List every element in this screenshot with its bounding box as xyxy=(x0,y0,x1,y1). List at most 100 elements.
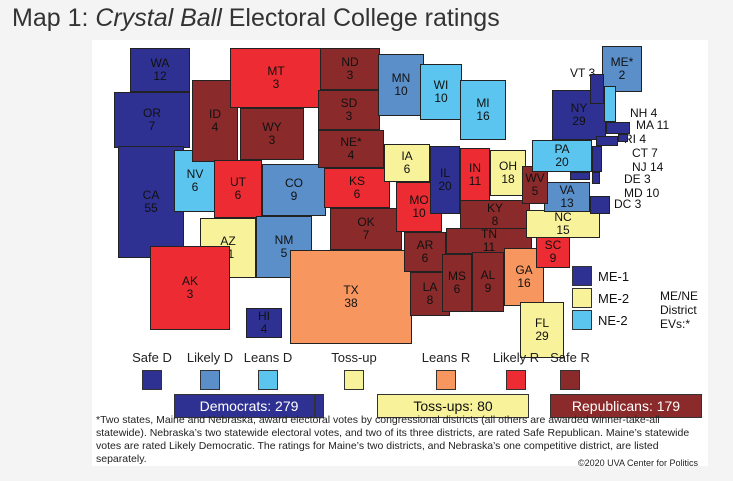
state-label: NJ 14 xyxy=(632,160,664,174)
state-label: PA 20 xyxy=(554,142,570,169)
state-label: UT 6 xyxy=(230,175,246,202)
state-pa[interactable]: PA 20 xyxy=(532,140,592,172)
legend-label-leans_d: Leans D xyxy=(243,350,293,365)
district-swatch-ne-2 xyxy=(572,310,592,330)
legend-label-likely_d: Likely D xyxy=(186,350,234,365)
district-swatch-me-2 xyxy=(572,288,592,308)
state-ia[interactable]: IA 6 xyxy=(384,144,430,182)
state-mi[interactable]: MI 16 xyxy=(460,80,506,140)
state-ct[interactable] xyxy=(596,136,618,146)
legend-swatch-safe_d xyxy=(142,370,162,390)
legend-swatch-likely_d xyxy=(200,370,220,390)
state-nc[interactable]: NC 15 xyxy=(526,210,600,238)
legend-swatch-likely_r xyxy=(506,370,526,390)
state-wi[interactable]: WI 10 xyxy=(420,64,462,120)
legend-swatch-leans_d xyxy=(258,370,278,390)
footnote: *Two states, Maine and Nebraska, award e… xyxy=(96,414,690,465)
state-label: NE* 4 xyxy=(340,135,362,162)
district-swatch-me-1 xyxy=(572,266,592,286)
state-label: NH 4 xyxy=(630,106,658,120)
district-legend-title: ME/NE District EVs:* xyxy=(660,289,699,331)
state-vt[interactable] xyxy=(590,74,604,104)
state-label: OH 18 xyxy=(499,159,517,186)
state-fl[interactable]: FL 29 xyxy=(520,302,564,358)
state-label: DE 3 xyxy=(624,172,651,186)
state-label: WA 12 xyxy=(150,56,170,83)
state-label: ID 4 xyxy=(209,107,221,134)
page-title: Map 1: Crystal Ball Electoral College ra… xyxy=(12,4,500,33)
state-ca[interactable]: CA 55 xyxy=(118,146,184,258)
state-al[interactable]: AL 9 xyxy=(472,252,504,312)
legend-label-safe_d: Safe D xyxy=(132,350,172,365)
district-label: ME-1 xyxy=(598,269,630,284)
tossups-total: Toss-ups: 80 xyxy=(377,394,529,418)
state-ut[interactable]: UT 6 xyxy=(214,160,262,218)
state-label: TX 38 xyxy=(343,283,359,310)
state-label: MS 6 xyxy=(448,269,466,296)
state-ak[interactable]: AK 3 xyxy=(150,246,230,330)
map-card: ME/NE District EVs:* Democrats: 279 Toss… xyxy=(92,40,708,468)
state-de[interactable] xyxy=(592,172,600,184)
state-wy[interactable]: WY 3 xyxy=(240,108,304,160)
state-label: MA 11 xyxy=(636,118,670,132)
legend-label-likely_r: Likely R xyxy=(492,350,540,365)
state-dc[interactable] xyxy=(590,196,610,214)
state-label: NC 15 xyxy=(554,210,572,237)
state-or[interactable]: OR 7 xyxy=(114,92,190,148)
state-ok[interactable]: OK 7 xyxy=(330,208,402,250)
state-il[interactable]: IL 20 xyxy=(430,146,460,214)
state-label: KY 8 xyxy=(486,201,503,228)
state-label: TN 11 xyxy=(481,227,497,254)
state-ms[interactable]: MS 6 xyxy=(442,254,472,312)
title-suffix: Electoral College ratings xyxy=(221,4,500,32)
state-label: MT 3 xyxy=(267,64,285,91)
state-va[interactable]: VA 13 xyxy=(544,182,590,212)
state-label: CT 7 xyxy=(632,146,658,160)
state-ks[interactable]: KS 6 xyxy=(324,168,390,208)
state-mn[interactable]: MN 10 xyxy=(378,54,424,116)
state-ky[interactable]: KY 8 xyxy=(460,200,530,230)
legend-label-toss_up: Toss-up xyxy=(331,350,377,365)
copyright: ©2020 UVA Center for Politics xyxy=(577,458,698,468)
state-label: IA 6 xyxy=(401,149,413,176)
state-label: IL 20 xyxy=(438,166,452,193)
state-label: FL 29 xyxy=(534,316,549,343)
state-wv[interactable]: WV 5 xyxy=(522,166,548,204)
state-ri[interactable] xyxy=(618,134,628,142)
state-label: OK 7 xyxy=(357,215,375,242)
legend-swatch-leans_r xyxy=(436,370,456,390)
state-label: GA 16 xyxy=(515,263,533,290)
state-co[interactable]: CO 9 xyxy=(262,164,326,216)
state-label: MN 10 xyxy=(391,71,411,98)
state-nj[interactable] xyxy=(592,146,602,172)
state-label: NM 5 xyxy=(274,233,294,260)
state-label: VT 3 xyxy=(570,66,596,80)
republicans-total: Republicans: 179 xyxy=(550,394,702,418)
state-hi[interactable]: HI 4 xyxy=(246,308,282,338)
state-sc[interactable]: SC 9 xyxy=(536,236,570,268)
state-label: IN 11 xyxy=(468,161,482,188)
state-wa[interactable]: WA 12 xyxy=(130,48,190,92)
state-label: WY 3 xyxy=(262,120,282,147)
state-in[interactable]: IN 11 xyxy=(460,148,490,202)
state-md[interactable] xyxy=(570,172,590,180)
state-label: ND 3 xyxy=(341,55,359,82)
state-ar[interactable]: AR 6 xyxy=(404,232,446,272)
state-label: OR 7 xyxy=(143,106,161,133)
state-label: LA 8 xyxy=(422,280,438,307)
state-label: HI 4 xyxy=(258,309,270,336)
state-label: MI 16 xyxy=(476,96,490,123)
state-nh[interactable] xyxy=(604,86,616,122)
state-nd[interactable]: ND 3 xyxy=(320,48,380,90)
state-me[interactable]: ME* 2 xyxy=(602,46,642,92)
state-ne[interactable]: NE* 4 xyxy=(318,130,384,168)
state-label: VA 13 xyxy=(559,183,575,210)
state-label: NV 6 xyxy=(186,167,204,194)
state-label: SC 9 xyxy=(544,238,562,265)
state-mt[interactable]: MT 3 xyxy=(230,48,322,108)
state-tx[interactable]: TX 38 xyxy=(290,250,412,344)
state-oh[interactable]: OH 18 xyxy=(490,150,526,196)
state-ma[interactable] xyxy=(606,122,630,134)
state-sd[interactable]: SD 3 xyxy=(318,90,380,130)
state-label: CA 55 xyxy=(142,188,160,215)
